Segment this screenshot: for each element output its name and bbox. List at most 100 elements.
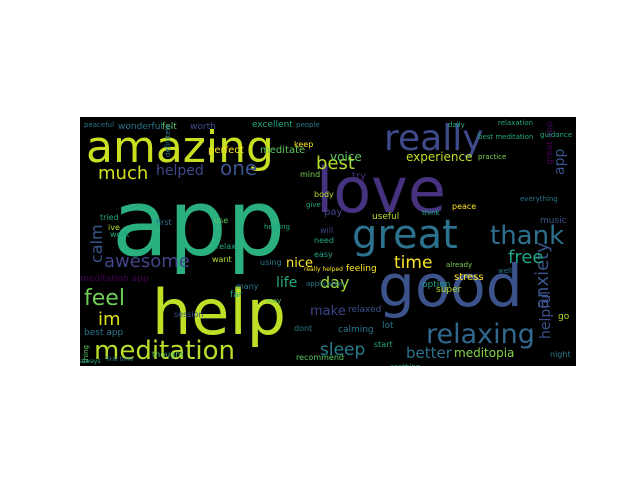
word: meditation (94, 336, 235, 366)
word: mind (300, 170, 320, 179)
word: wonderful (118, 122, 163, 132)
word: meditate (260, 145, 305, 156)
word: really helped (304, 266, 343, 273)
word: guidance (540, 131, 572, 139)
word: awesome (104, 251, 190, 272)
word: free (508, 247, 544, 268)
word: im (98, 309, 121, 330)
word: time (394, 253, 432, 273)
word: useful (372, 212, 399, 222)
word: well (498, 267, 512, 275)
word: experience (406, 150, 473, 164)
word: calm (87, 224, 106, 263)
word: always (80, 358, 101, 365)
word: best app (84, 328, 124, 338)
word: helped (156, 163, 204, 179)
word: feeling (346, 264, 377, 274)
word: daily (448, 121, 465, 129)
word-cloud: app love good help amazing really great … (80, 117, 576, 371)
word: good (378, 252, 523, 320)
word: anxiety (532, 242, 553, 309)
word: calming (338, 325, 374, 335)
word: people (296, 121, 320, 129)
word-cloud-background (80, 117, 576, 366)
word: easy (314, 250, 333, 259)
word: application (306, 280, 345, 288)
word: music (540, 216, 567, 226)
word: relaxing (426, 319, 535, 350)
word: relax (216, 242, 236, 251)
word: felt (162, 122, 177, 132)
word: go (558, 312, 570, 322)
word: use (214, 216, 228, 225)
word: worth (190, 122, 216, 132)
word: life (276, 275, 297, 291)
word: soothing (390, 363, 420, 366)
word: need (314, 236, 334, 245)
word: help (152, 276, 286, 349)
word: practice (478, 153, 506, 161)
word: definitely (164, 124, 172, 157)
word: perfect (208, 145, 244, 156)
word: stress (454, 272, 484, 283)
word: recommend (296, 353, 344, 362)
word: thing (82, 345, 90, 363)
word: thank (490, 221, 564, 251)
word: first time (106, 356, 133, 363)
word: amazing (86, 122, 274, 173)
word: night (550, 350, 571, 359)
word: app (112, 170, 285, 277)
word: thought (152, 350, 183, 359)
word: first (156, 218, 172, 227)
word: much (98, 163, 148, 184)
word: pay (324, 207, 342, 218)
word: peaceful (84, 121, 114, 129)
word: super (436, 285, 462, 295)
word: already (446, 261, 472, 269)
word: ive (108, 223, 120, 232)
word: try (352, 171, 366, 182)
word: app (552, 149, 568, 175)
word: many (236, 282, 259, 291)
word: best (316, 153, 355, 174)
word: using (260, 258, 282, 267)
word: relaxed (348, 305, 381, 315)
word: session (174, 310, 204, 319)
word: will (320, 226, 333, 235)
word: feel (84, 286, 125, 311)
word: tried (100, 213, 119, 222)
word: option (422, 280, 450, 290)
word: start (374, 340, 393, 349)
word: one (220, 156, 257, 180)
word: keep (294, 140, 313, 149)
word: give (306, 201, 321, 209)
word: may (266, 297, 281, 305)
word: helpful (538, 291, 554, 339)
word: sleep (320, 340, 365, 360)
word: really (384, 118, 484, 159)
word: relaxation (498, 119, 533, 127)
word: think (422, 209, 441, 217)
word: far (230, 290, 243, 300)
word: peace (452, 202, 476, 211)
word: best meditation (478, 133, 533, 141)
word: love (316, 154, 446, 227)
word: meditopia (454, 346, 514, 360)
word: lot (382, 321, 394, 331)
word-cloud-canvas: app love good help amazing really great … (80, 117, 576, 371)
word: great (352, 212, 458, 258)
word: day (320, 273, 349, 292)
word: want (212, 255, 232, 264)
word: voice (330, 150, 362, 164)
word: work (110, 230, 130, 239)
word: great app (545, 121, 555, 165)
word: meditation app (80, 274, 149, 284)
word: better (406, 344, 453, 362)
word: helping (264, 223, 290, 231)
word: body (314, 190, 334, 199)
word: dont (294, 324, 312, 333)
word: nice (286, 256, 313, 271)
word: make (310, 304, 346, 319)
word: everything (520, 195, 558, 203)
word: excellent (252, 120, 293, 130)
